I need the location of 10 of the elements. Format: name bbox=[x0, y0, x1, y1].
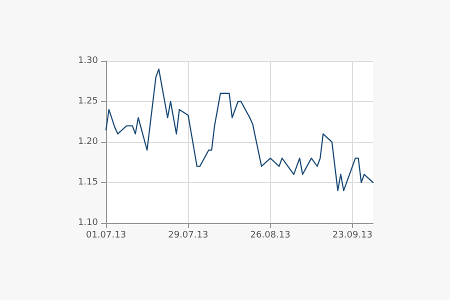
line-series bbox=[105, 68, 374, 192]
y-tick-label: 1.30 bbox=[78, 56, 98, 66]
x-tick-label: 01.07.13 bbox=[86, 230, 126, 240]
x-tick-label: 29.07.13 bbox=[168, 230, 208, 240]
x-tick-label: 23.09.13 bbox=[332, 230, 372, 240]
y-tick-label: 1.10 bbox=[78, 218, 98, 228]
y-tick-label: 1.25 bbox=[78, 96, 98, 106]
y-tick-label: 1.20 bbox=[78, 137, 98, 147]
x-tick-label: 26.08.13 bbox=[250, 230, 290, 240]
y-tick-label: 1.15 bbox=[78, 178, 98, 188]
